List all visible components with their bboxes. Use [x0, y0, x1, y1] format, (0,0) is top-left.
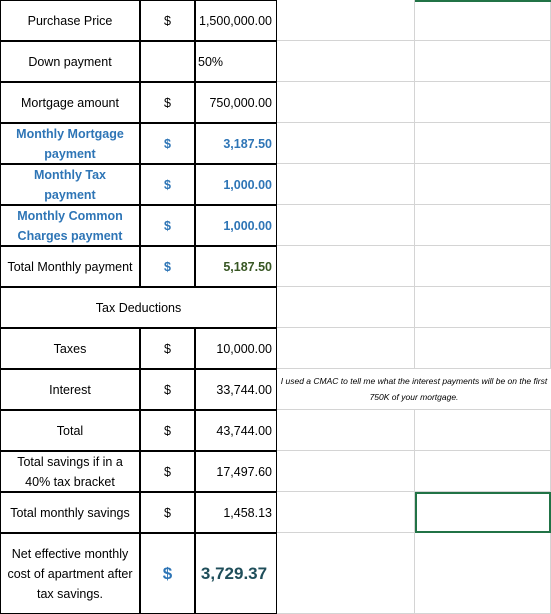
currency: $ [140, 492, 195, 533]
grid-cell [415, 246, 551, 287]
grid-cell [415, 0, 551, 41]
amount: 43,744.00 [195, 410, 277, 451]
grid-cell [415, 287, 551, 328]
row-label: Total savings if in a 40% tax bracket [0, 451, 140, 492]
note: I used a CMAC to tell me what the intere… [277, 369, 551, 410]
grid-cell [277, 205, 415, 246]
amount: 750,000.00 [195, 82, 277, 123]
grid-cell [277, 82, 415, 123]
grid-cell [415, 164, 551, 205]
currency: $ [140, 451, 195, 492]
grid-cell [277, 164, 415, 205]
amount: 33,744.00 [195, 369, 277, 410]
row-label: Mortgage amount [0, 82, 140, 123]
grid-cell [277, 246, 415, 287]
row-label: Monthly Common Charges payment [0, 205, 140, 246]
row-label: Purchase Price [0, 0, 140, 41]
amount: 1,000.00 [195, 164, 277, 205]
selected-cell[interactable] [415, 492, 551, 533]
grid-cell [277, 451, 415, 492]
currency: $ [140, 369, 195, 410]
currency [140, 41, 195, 82]
grid-cell [415, 328, 551, 369]
currency: $ [140, 410, 195, 451]
currency: $ [140, 328, 195, 369]
grid-cell [277, 41, 415, 82]
row-label: Net effective monthly cost of apartment … [0, 533, 140, 614]
row-label: Monthly Mortgage payment [0, 123, 140, 164]
currency: $ [140, 533, 195, 614]
grid-cell [277, 533, 415, 614]
currency: $ [140, 82, 195, 123]
grid-cell [415, 82, 551, 123]
grid-cell [415, 123, 551, 164]
amount: 10,000.00 [195, 328, 277, 369]
grid-cell [277, 328, 415, 369]
currency: $ [140, 246, 195, 287]
grid-cell [277, 410, 415, 451]
grid-cell [277, 492, 415, 533]
amount: 1,000.00 [195, 205, 277, 246]
amount: 3,729.37 [195, 533, 277, 614]
grid-cell [415, 533, 551, 614]
amount: 1,458.13 [195, 492, 277, 533]
row-label: Total monthly savings [0, 492, 140, 533]
currency: $ [140, 164, 195, 205]
grid-cell [415, 410, 551, 451]
amount: 1,500,000.00 [195, 0, 277, 41]
amount: 50% [195, 41, 277, 82]
currency: $ [140, 123, 195, 164]
grid-cell [277, 287, 415, 328]
grid-cell [415, 41, 551, 82]
amount: 17,497.60 [195, 451, 277, 492]
row-label: Interest [0, 369, 140, 410]
grid-cell [277, 123, 415, 164]
amount: 3,187.50 [195, 123, 277, 164]
row-label: Down payment [0, 41, 140, 82]
row-label: Taxes [0, 328, 140, 369]
currency: $ [140, 205, 195, 246]
currency: $ [140, 0, 195, 41]
selection-edge [415, 0, 551, 2]
row-label: Total Monthly payment [0, 246, 140, 287]
row-label: Monthly Tax payment [0, 164, 140, 205]
grid-cell [277, 0, 415, 41]
amount: 5,187.50 [195, 246, 277, 287]
grid-cell [415, 205, 551, 246]
section-title: Tax Deductions [0, 287, 277, 328]
grid-cell [415, 451, 551, 492]
row-label: Total [0, 410, 140, 451]
